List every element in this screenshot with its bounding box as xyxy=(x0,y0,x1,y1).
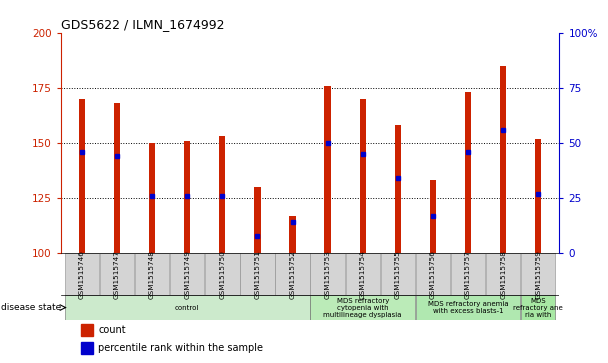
Bar xyxy=(254,187,261,253)
Text: GSM1515756: GSM1515756 xyxy=(430,250,436,298)
Bar xyxy=(64,253,99,295)
Text: disease state: disease state xyxy=(1,303,61,312)
Bar xyxy=(465,92,471,253)
Bar xyxy=(311,253,345,295)
Text: control: control xyxy=(175,305,199,311)
Text: GSM1515754: GSM1515754 xyxy=(360,250,366,298)
Text: GSM1515751: GSM1515751 xyxy=(254,250,260,298)
Bar xyxy=(81,342,93,354)
Bar xyxy=(78,99,85,253)
Bar xyxy=(359,99,366,253)
Bar xyxy=(64,295,309,320)
Bar xyxy=(500,66,506,253)
Bar xyxy=(149,143,155,253)
Text: GSM1515746: GSM1515746 xyxy=(79,250,85,298)
Text: GSM1515757: GSM1515757 xyxy=(465,250,471,298)
Text: GDS5622 / ILMN_1674992: GDS5622 / ILMN_1674992 xyxy=(61,19,224,32)
Bar xyxy=(345,253,380,295)
Bar xyxy=(81,324,93,336)
Bar xyxy=(416,253,450,295)
Text: GSM1515753: GSM1515753 xyxy=(325,250,331,298)
Bar xyxy=(451,253,485,295)
Bar xyxy=(486,253,520,295)
Text: MDS refractory anemia
with excess blasts-1: MDS refractory anemia with excess blasts… xyxy=(428,301,508,314)
Bar xyxy=(275,253,309,295)
Bar xyxy=(325,86,331,253)
Bar xyxy=(219,136,226,253)
Bar xyxy=(205,253,240,295)
Bar xyxy=(100,253,134,295)
Bar xyxy=(289,216,295,253)
Bar xyxy=(184,141,190,253)
Text: MDS
refractory ane
ria with: MDS refractory ane ria with xyxy=(513,298,563,318)
Bar xyxy=(521,253,556,295)
Text: count: count xyxy=(98,325,126,335)
Bar xyxy=(381,253,415,295)
Bar xyxy=(395,125,401,253)
Text: GSM1515749: GSM1515749 xyxy=(184,250,190,298)
Text: GSM1515759: GSM1515759 xyxy=(535,250,541,298)
Bar xyxy=(311,295,415,320)
Text: GSM1515748: GSM1515748 xyxy=(149,250,155,298)
Bar xyxy=(240,253,275,295)
Text: MDS refractory
cytopenia with
multilineage dysplasia: MDS refractory cytopenia with multilinea… xyxy=(323,298,402,318)
Text: GSM1515758: GSM1515758 xyxy=(500,250,506,298)
Bar xyxy=(135,253,169,295)
Text: GSM1515755: GSM1515755 xyxy=(395,250,401,298)
Text: percentile rank within the sample: percentile rank within the sample xyxy=(98,343,263,353)
Text: GSM1515752: GSM1515752 xyxy=(289,250,295,298)
Text: GSM1515747: GSM1515747 xyxy=(114,250,120,298)
Bar xyxy=(430,180,436,253)
Text: GSM1515750: GSM1515750 xyxy=(219,250,226,298)
Bar xyxy=(114,103,120,253)
Bar xyxy=(521,295,556,320)
Bar xyxy=(416,295,520,320)
Bar xyxy=(170,253,204,295)
Bar xyxy=(535,139,542,253)
